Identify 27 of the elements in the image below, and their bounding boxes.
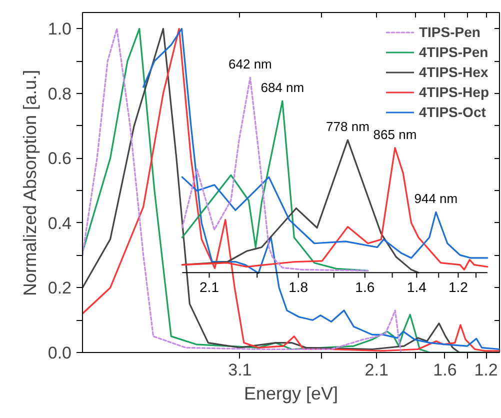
x-tick-label: 1.2	[448, 278, 468, 295]
x-tick-label: 3.1	[228, 360, 252, 380]
x-tick-label: 1.2	[474, 360, 498, 380]
annotation: 642 nm	[228, 56, 272, 72]
x-tick-label: 1.6	[355, 278, 375, 295]
legend-label: 4TIPS-Hex	[418, 64, 488, 80]
y-tick-label: 0.8	[48, 84, 72, 104]
y-axis-title: Normalized Absorption [a.u.]	[20, 70, 40, 296]
legend-label: 4TIPS-Oct	[418, 104, 486, 120]
y-tick-label: 1.0	[48, 20, 72, 39]
y-tick-label: 0.6	[48, 149, 72, 168]
legend-label: 4TIPS-Hep	[418, 84, 489, 100]
x-tick-label: 2.1	[200, 278, 220, 295]
annotation: 684 nm	[260, 80, 304, 96]
x-tick-label: 1.8	[288, 278, 308, 295]
legend-label: TIPS-Pen	[418, 24, 480, 40]
y-tick-label: 0.4	[48, 214, 72, 233]
x-tick-label: 1.4	[406, 278, 427, 295]
x-axis-title: Energy [eV]	[244, 384, 338, 404]
annotation: 865 nm	[373, 126, 417, 142]
y-tick-label: 0.0	[48, 344, 72, 362]
x-tick-label: 1.6	[433, 360, 457, 380]
x-tick-label: 2.1	[364, 360, 388, 380]
annotation: 944 nm	[414, 191, 458, 206]
legend-label: 4TIPS-Pen	[418, 44, 488, 60]
y-tick-label: 0.2	[48, 278, 72, 298]
annotation: 778 nm	[326, 119, 370, 134]
